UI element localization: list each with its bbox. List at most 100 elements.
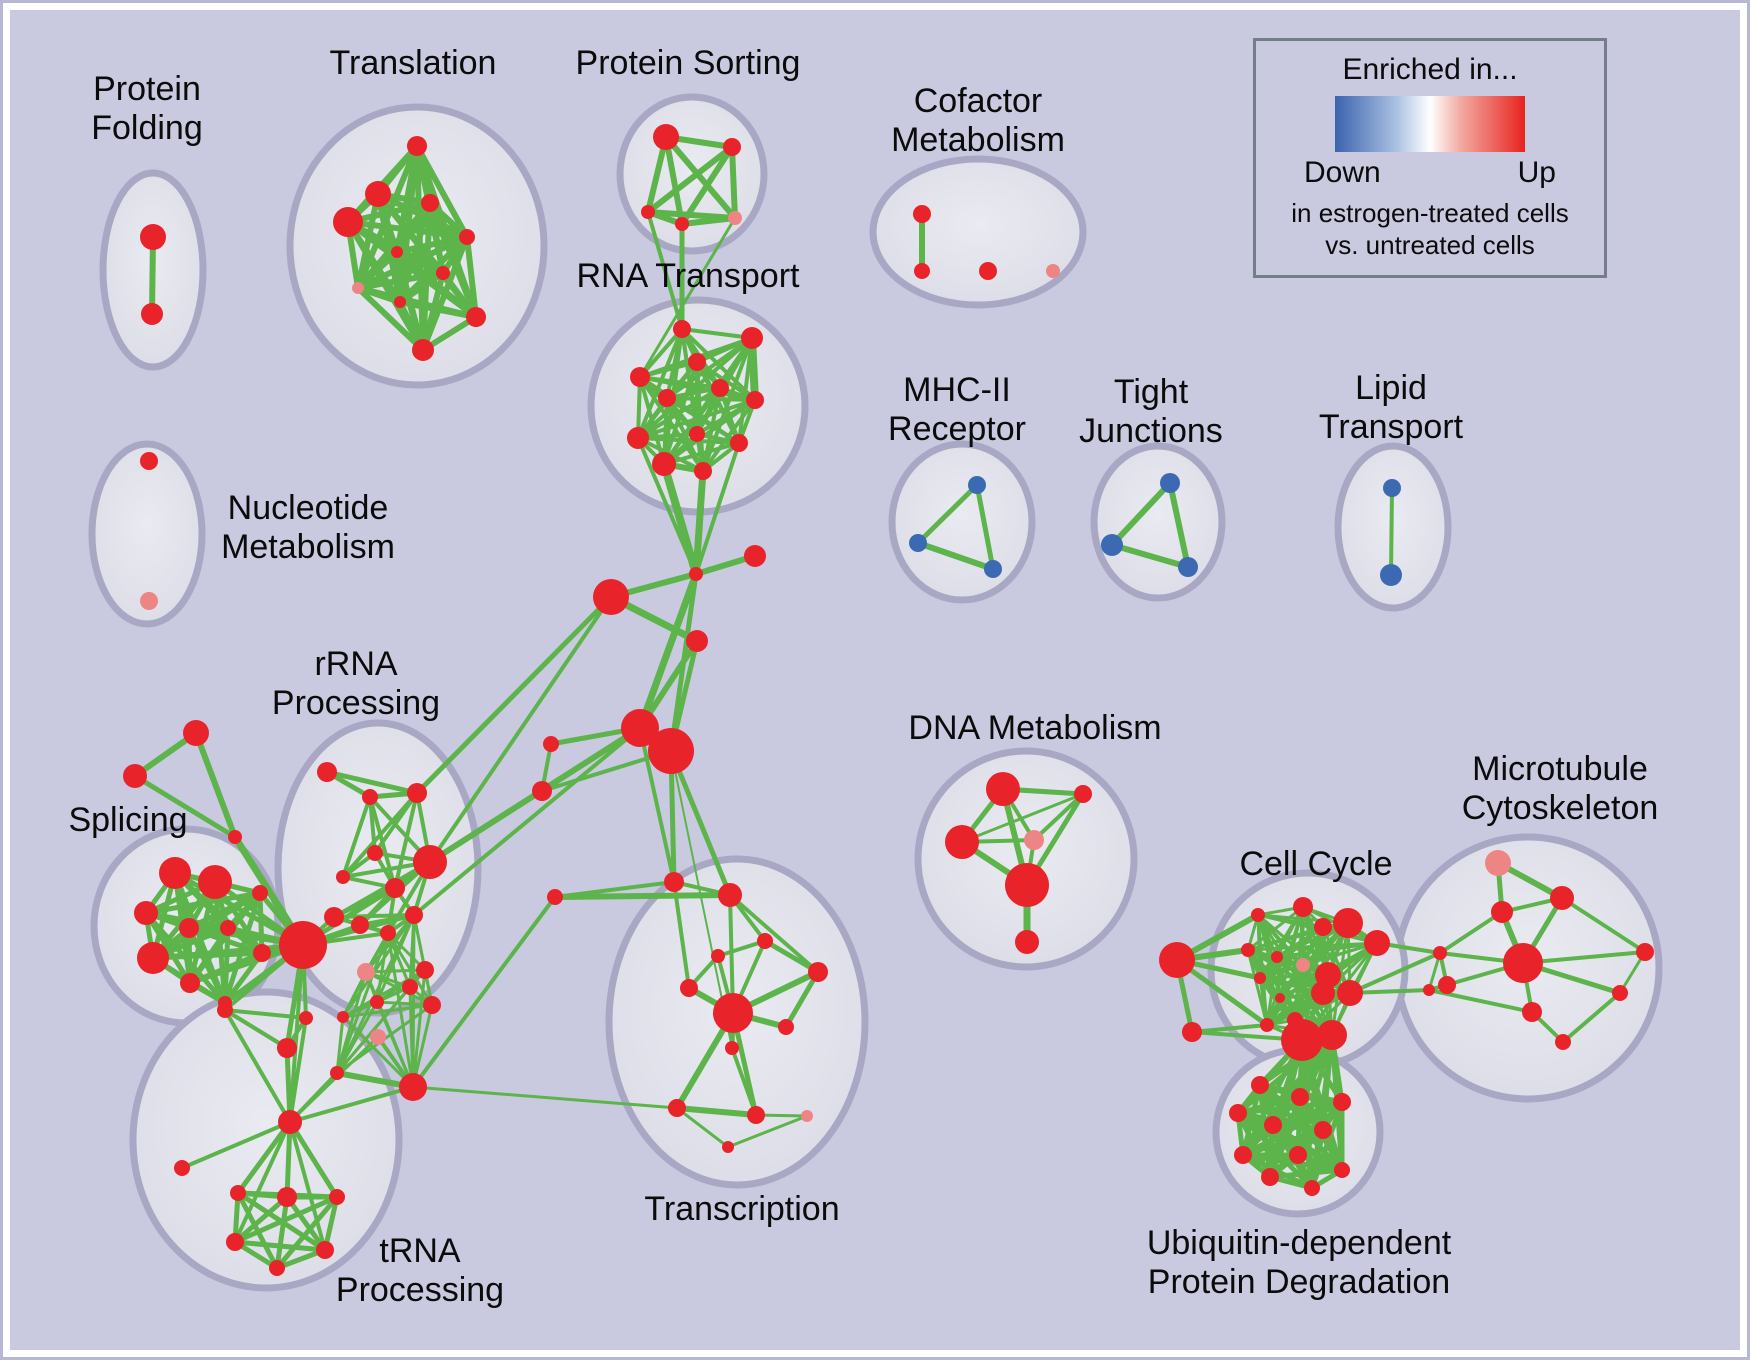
node-ub6 (1314, 1121, 1332, 1139)
node-cc3 (1314, 918, 1332, 936)
edge-ccx1-cc14 (1174, 957, 1270, 1028)
edge-m3-m5 (288, 1085, 415, 1124)
edge-ccx2-cc14 (1190, 1023, 1269, 1034)
edge-rr1-rr3 (324, 769, 420, 796)
edge-dm2-dm4 (1032, 792, 1085, 842)
node-ubb (1317, 1020, 1347, 1050)
node-br1 (689, 567, 703, 581)
node-m1 (217, 1002, 233, 1018)
node-br2 (744, 545, 766, 567)
node-ub9 (1334, 1162, 1350, 1178)
node-tx4 (711, 949, 725, 963)
node-tr4 (333, 207, 363, 237)
edge-mt5-mt9 (1561, 991, 1622, 1044)
cluster-label-tight-junctions: Tight Junctions (1079, 373, 1223, 450)
edge-ub9-ub10 (1267, 1167, 1345, 1180)
legend-subtitle-line1: in estrogen-treated cells (1291, 198, 1569, 228)
node-rr10 (380, 925, 396, 941)
node-uba (1281, 1019, 1323, 1061)
node-out1 (547, 889, 563, 905)
node-sp4 (179, 918, 199, 938)
edge-tx9-tx11 (730, 1046, 758, 1117)
node-tx13 (722, 1141, 734, 1153)
edge-mh1-mh3 (974, 482, 996, 572)
edge-cc10-cc14 (1258, 976, 1269, 1027)
node-ccx1 (1159, 942, 1195, 978)
node-ps5 (728, 211, 742, 225)
edge-sp3-sp6 (143, 890, 263, 916)
node-tj2 (1101, 534, 1123, 556)
edge-m5-tx10 (411, 1085, 679, 1110)
legend-title: Enriched in... (1342, 53, 1518, 86)
node-cc1 (1251, 908, 1265, 922)
node-mt4 (1503, 943, 1543, 983)
node-m6 (370, 1029, 386, 1045)
node-sp5 (220, 920, 236, 936)
node-sp3 (134, 901, 158, 925)
edge-tx3-tx5 (762, 938, 821, 975)
edge-ps2-ps3 (645, 144, 735, 215)
node-rr12 (357, 963, 375, 981)
node-rr2 (362, 789, 378, 805)
node-cc11 (1275, 993, 1285, 1003)
node-rr4 (367, 845, 383, 861)
node-tx9 (725, 1041, 739, 1055)
cluster-label-rrna-processing: rRNA Processing (272, 645, 440, 722)
node-rt2 (741, 327, 763, 349)
node-m3 (278, 1110, 302, 1134)
edge-rr15-m5 (411, 1003, 434, 1089)
node-rt10 (730, 434, 748, 452)
label-layer: Protein Folding Translation Protein Sorting… (68, 44, 1658, 1309)
node-ps4 (675, 217, 689, 231)
edge-m3-tn3 (284, 1119, 293, 1200)
edge-rr15-rr17 (341, 1003, 434, 1019)
node-mh3 (984, 560, 1002, 578)
node-rt7 (746, 391, 764, 409)
edge-tr8-tr11 (355, 285, 426, 353)
node-nm1 (140, 452, 158, 470)
edge-m5-out1 (411, 895, 557, 1089)
edge-sp7-sphub (150, 942, 306, 961)
edge-rr16-m4 (335, 1000, 379, 1075)
node-dm6 (1015, 930, 1039, 954)
edge-mh1-mh2 (915, 482, 980, 546)
node-mt7 (1438, 976, 1456, 994)
edge-cc3-cc10 (1258, 925, 1325, 980)
cluster-label-splicing: Splicing (68, 801, 187, 839)
edge-tx1-tx6 (672, 880, 691, 990)
node-rt9 (689, 426, 705, 442)
node-mh1 (968, 476, 986, 494)
node-tx2 (718, 883, 742, 907)
legend-gradient-bar (1335, 96, 1525, 152)
node-mt3 (1491, 901, 1513, 923)
node-m4 (330, 1066, 344, 1080)
node-rr5 (336, 870, 350, 884)
edge-rt1-rt8 (636, 327, 684, 440)
edge-rr11-rr17 (341, 913, 416, 1019)
node-pf1 (140, 224, 166, 250)
edge-rt8-br1 (636, 436, 698, 576)
node-sp7 (137, 942, 169, 974)
node-pf2 (141, 303, 163, 325)
edge-j1-mt3 (1438, 910, 1504, 955)
node-rr11 (405, 906, 423, 924)
edge-hub2-tx2 (668, 748, 733, 898)
node-cc14 (1260, 1018, 1274, 1032)
cluster-dna-metabolism (914, 747, 1138, 971)
node-rr6 (413, 845, 447, 879)
edge-tj2-tj3 (1109, 542, 1191, 570)
node-ps2 (723, 138, 741, 156)
edge-tn3-tn5 (232, 1194, 290, 1245)
edge-tx3-tx4 (716, 939, 767, 958)
node-t1 (183, 720, 209, 746)
cluster-label-rna-transport: RNA Transport (577, 257, 801, 295)
node-ub8 (1289, 1146, 1307, 1164)
node-tx7 (713, 993, 753, 1033)
cluster-label-mhc-ii-receptor: MHC-II Receptor (888, 371, 1026, 448)
edge-ps2-ps4 (679, 144, 735, 227)
node-cc12 (1311, 981, 1335, 1005)
legend-subtitle-line2: vs. untreated cells (1325, 230, 1535, 260)
edge-mt2-mt8 (1560, 896, 1647, 954)
node-mt8 (1636, 943, 1654, 961)
edge-rt7-rt11 (662, 398, 757, 466)
